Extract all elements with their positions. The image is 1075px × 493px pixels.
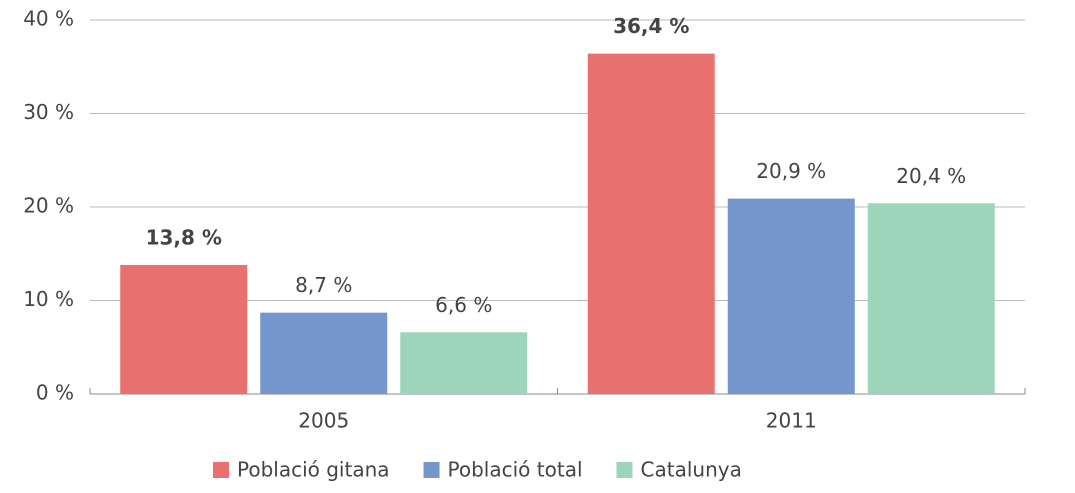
data-label: 20,4 % — [896, 164, 966, 188]
y-tick-label: 30 % — [23, 100, 74, 124]
bar — [727, 198, 855, 394]
data-label: 13,8 % — [146, 225, 222, 249]
bar — [120, 264, 248, 394]
x-tick-label: 2005 — [298, 409, 349, 433]
legend-label: Població total — [448, 458, 583, 482]
y-tick-label: 40 % — [23, 7, 74, 31]
data-label: 20,9 % — [756, 159, 826, 183]
data-label: 36,4 % — [613, 14, 689, 38]
bar — [867, 203, 995, 394]
legend-label: Catalunya — [641, 458, 742, 482]
legend-label: Població gitana — [237, 458, 390, 482]
data-label: 6,6 % — [435, 293, 492, 317]
bar — [400, 332, 528, 394]
legend-swatch — [423, 462, 440, 478]
y-tick-label: 20 % — [23, 194, 74, 218]
x-tick-label: 2011 — [766, 409, 817, 433]
legend-swatch — [616, 462, 633, 478]
data-label: 8,7 % — [295, 273, 352, 297]
y-tick-label: 0 % — [36, 381, 74, 405]
legend-swatch — [213, 462, 229, 478]
bar — [260, 312, 388, 394]
y-tick-label: 10 % — [23, 287, 74, 311]
bar — [587, 53, 715, 394]
